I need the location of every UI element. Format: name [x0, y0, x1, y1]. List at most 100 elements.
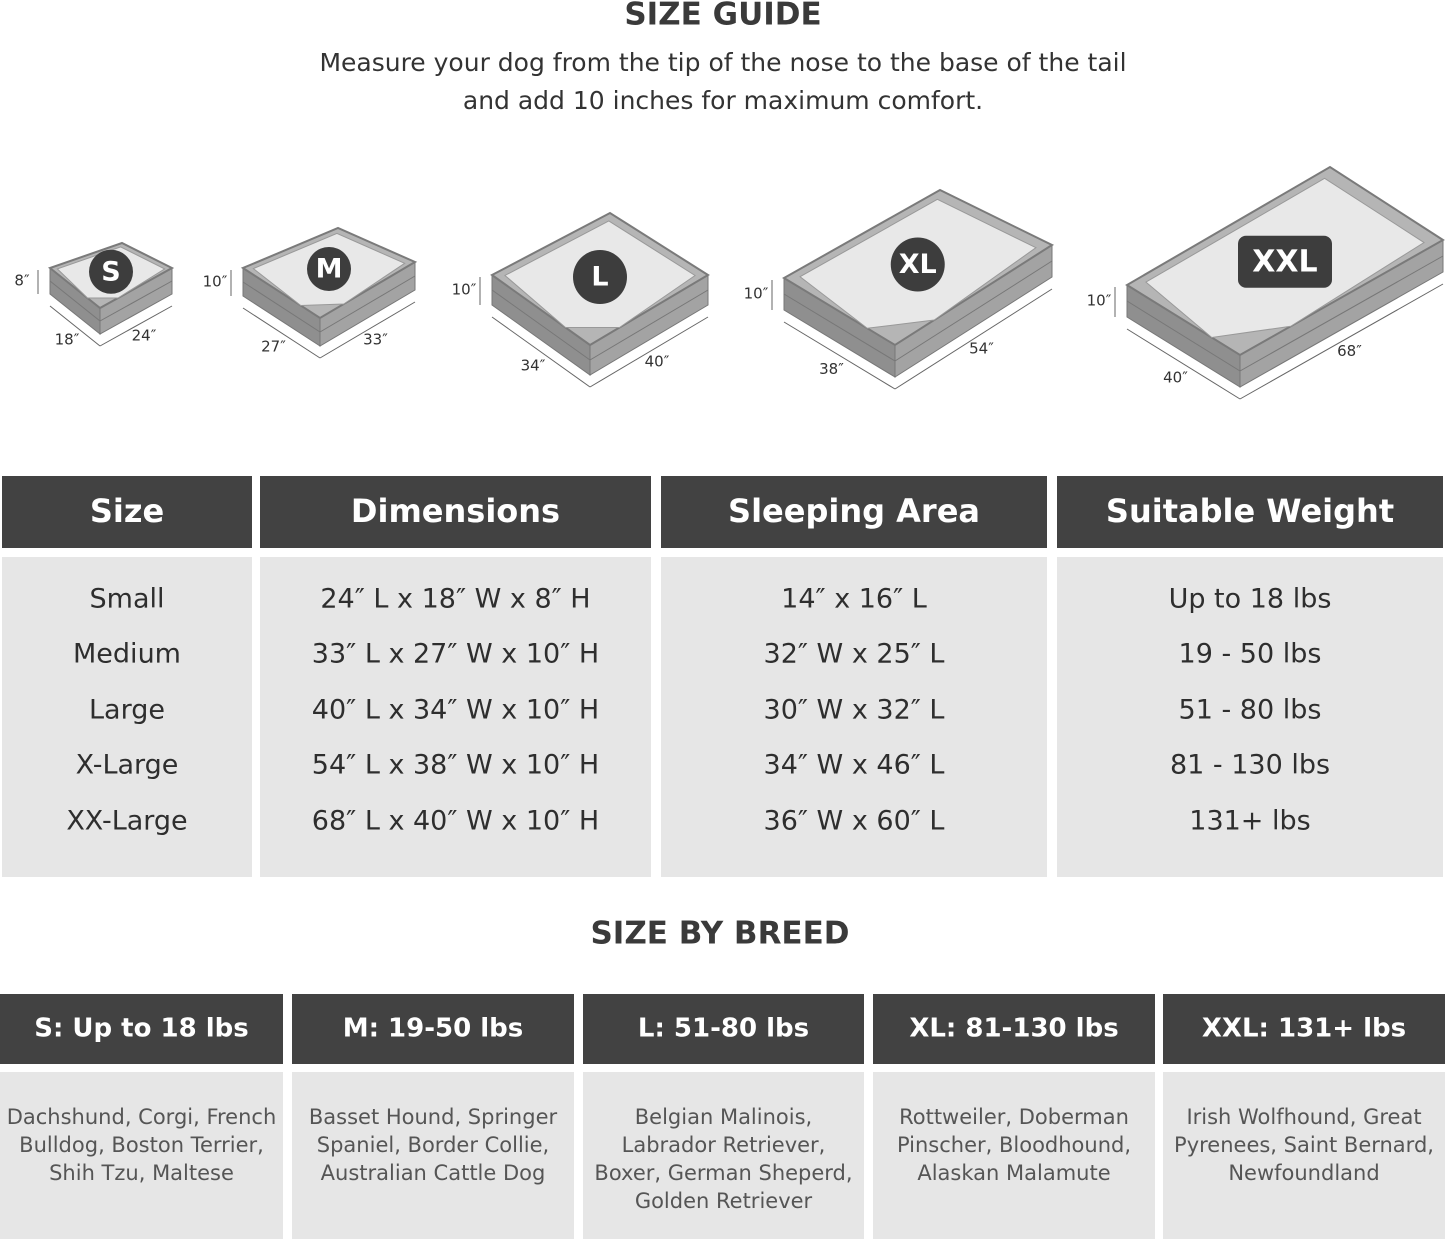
- table-body-cell: [1057, 557, 1443, 877]
- breed-body-cell: [1163, 1072, 1445, 1239]
- breed-title: SIZE BY BREED: [590, 916, 849, 952]
- breed-list: Shih Tzu, Maltese: [49, 1161, 234, 1185]
- breed-list: Irish Wolfhound, Great: [1186, 1105, 1421, 1129]
- breed-list: Spaniel, Border Collie,: [317, 1133, 549, 1157]
- table-header: Suitable Weight: [1106, 492, 1394, 530]
- dim-line: [319, 301, 416, 359]
- breed-body-cell: [583, 1072, 864, 1239]
- breed-list: Golden Retriever: [635, 1189, 813, 1213]
- dim-length: 24″: [132, 327, 157, 345]
- dim-height: 10″: [744, 285, 769, 303]
- table-cell: 54″ L x 38″ W x 10″ H: [312, 750, 599, 781]
- subtitle: Measure your dog from the tip of the nos…: [319, 48, 1126, 77]
- size-badge: [307, 247, 351, 291]
- dim-height: 10″: [452, 281, 477, 299]
- bed-seam: [589, 289, 709, 361]
- table-cell: XX-Large: [66, 806, 187, 837]
- breed-header: XXL: 131+ lbs: [1202, 1014, 1406, 1044]
- bed-seam: [491, 289, 591, 361]
- bed-seam: [319, 275, 416, 333]
- dim-line: [1239, 283, 1444, 400]
- table-cell: 81 - 130 lbs: [1170, 750, 1330, 781]
- breed-list: Pyrenees, Saint Bernard,: [1174, 1133, 1434, 1157]
- dim-line: [242, 307, 321, 359]
- bed-seam: [242, 281, 321, 333]
- size-badge-label: XL: [899, 249, 937, 280]
- table-cell: 30″ W x 32″ L: [764, 695, 945, 726]
- breed-list: Boxer, German Sheperd,: [594, 1161, 852, 1185]
- table-body-cell: [2, 557, 252, 877]
- size-badge-label: S: [101, 256, 120, 287]
- table-cell: Medium: [73, 639, 181, 670]
- breed-header-cell: [0, 994, 283, 1064]
- breed-list: Dachshund, Corgi, French: [7, 1105, 277, 1129]
- table-cell: 24″ L x 18″ W x 8″ H: [320, 584, 590, 615]
- size-badge-label: L: [591, 262, 608, 293]
- table-cell: 33″ L x 27″ W x 10″ H: [312, 639, 599, 670]
- breed-header: S: Up to 18 lbs: [34, 1014, 249, 1044]
- bed-seam: [99, 280, 173, 322]
- table-cell: 19 - 50 lbs: [1179, 639, 1322, 670]
- breed-list: Newfoundland: [1228, 1161, 1379, 1185]
- dim-line: [1126, 328, 1241, 400]
- breed-header-cell: [292, 994, 574, 1064]
- breed-list: Basset Hound, Springer: [309, 1105, 558, 1129]
- breed-header-cell: [1163, 994, 1445, 1064]
- dim-length: 33″: [363, 331, 388, 349]
- breed-body-cell: [292, 1072, 574, 1239]
- bed-seam: [1126, 300, 1241, 372]
- dim-height: 10″: [203, 273, 228, 291]
- bed-seam: [894, 260, 1053, 362]
- bed-seam: [783, 293, 896, 362]
- dim-width: 34″: [521, 357, 546, 375]
- breed-header-cell: [873, 994, 1155, 1064]
- dim-width: 38″: [819, 360, 844, 378]
- size-badge: [1238, 235, 1332, 288]
- table-cell: 32″ W x 25″ L: [764, 639, 945, 670]
- table-header-cell: [1057, 476, 1443, 548]
- breed-header-cell: [583, 994, 864, 1064]
- breed-header: XL: 81-130 lbs: [909, 1014, 1118, 1044]
- dim-length: 54″: [969, 340, 994, 358]
- dim-line: [49, 305, 101, 347]
- table-header: Dimensions: [351, 492, 560, 530]
- size-badge: [89, 249, 133, 294]
- dim-length: 40″: [645, 353, 670, 371]
- table-header: Sleeping Area: [728, 492, 980, 530]
- dim-width: 27″: [261, 338, 286, 356]
- breed-list: Belgian Malinois,: [635, 1105, 812, 1129]
- breed-list: Bulldog, Boston Terrier,: [19, 1133, 264, 1157]
- table-cell: Up to 18 lbs: [1169, 584, 1332, 615]
- bed-seam: [1239, 255, 1444, 372]
- breed-list: Alaskan Malamute: [917, 1161, 1110, 1185]
- breed-header: L: 51-80 lbs: [638, 1014, 809, 1044]
- table-cell: X-Large: [76, 750, 179, 781]
- table-cell: 40″ L x 34″ W x 10″ H: [312, 695, 599, 726]
- size-badge-label: XXL: [1252, 244, 1317, 279]
- breed-list: Labrador Retriever,: [622, 1133, 826, 1157]
- dim-line: [99, 305, 173, 347]
- dim-height: 10″: [1087, 292, 1112, 310]
- breed-body-cell: [873, 1072, 1155, 1239]
- bed-seam: [49, 280, 101, 322]
- dim-line: [783, 321, 896, 390]
- size-badge: [573, 250, 627, 304]
- dim-line: [491, 316, 591, 388]
- table-cell: 34″ W x 46″ L: [764, 750, 945, 781]
- table-header-cell: [661, 476, 1047, 548]
- table-cell: Small: [90, 584, 165, 615]
- table-cell: 131+ lbs: [1189, 806, 1310, 837]
- dim-width: 18″: [55, 331, 80, 349]
- table-cell: 36″ W x 60″ L: [764, 806, 945, 837]
- breed-body-cell: [0, 1072, 283, 1239]
- dim-length: 68″: [1337, 342, 1362, 360]
- dim-line: [589, 316, 709, 388]
- table-cell: 68″ L x 40″ W x 10″ H: [312, 806, 599, 837]
- subtitle: and add 10 inches for maximum comfort.: [463, 86, 983, 115]
- table-cell: 51 - 80 lbs: [1179, 695, 1322, 726]
- table-cell: 14″ x 16″ L: [781, 584, 927, 615]
- dim-height: 8″: [14, 272, 30, 290]
- dim-line: [894, 288, 1053, 390]
- breed-list: Pinscher, Bloodhound,: [897, 1133, 1131, 1157]
